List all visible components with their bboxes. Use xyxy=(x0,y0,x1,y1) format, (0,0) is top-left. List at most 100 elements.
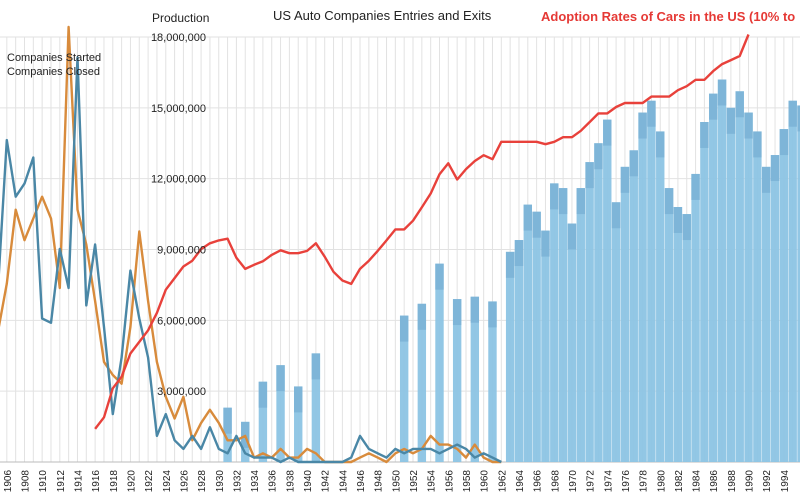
production-bar-cap xyxy=(682,214,691,241)
production-bar xyxy=(585,162,594,462)
production-bar-cap xyxy=(294,386,303,413)
production-bar xyxy=(735,91,744,463)
production-bar xyxy=(435,263,444,462)
production-bar-cap xyxy=(567,223,577,250)
production-bar-cap xyxy=(753,131,762,158)
x-tick-label: 1922 xyxy=(144,470,155,493)
production-bar-cap xyxy=(691,173,700,200)
production-bar xyxy=(779,129,789,463)
x-tick-label: 1926 xyxy=(179,470,190,493)
production-bar xyxy=(567,223,577,462)
production-bar-cap xyxy=(788,100,797,127)
production-bar xyxy=(700,122,709,462)
x-tick-label: 1968 xyxy=(550,470,561,493)
production-bar-cap xyxy=(664,188,674,215)
x-tick-label: 1914 xyxy=(73,470,84,493)
series-lines xyxy=(0,25,750,464)
x-tick-label: 1952 xyxy=(409,470,420,493)
x-axis-ticks: 1906 1908 1910 1912 1914 1916 1918 1920 1922 1924… xyxy=(3,470,791,493)
x-tick-label: 1908 xyxy=(20,470,31,493)
y-tick-label: 3,000,000 xyxy=(157,386,206,398)
production-bar-cap xyxy=(726,107,736,134)
x-tick-label: 1994 xyxy=(780,470,791,493)
production-bar-cap xyxy=(311,353,321,380)
x-tick-label: 1978 xyxy=(639,470,650,493)
x-tick-label: 1950 xyxy=(391,470,402,493)
production-bar-cap xyxy=(709,93,718,120)
production-bar xyxy=(558,188,568,462)
x-tick-label: 1918 xyxy=(109,470,120,493)
production-bar-cap xyxy=(603,119,612,146)
production-bar-cap xyxy=(770,155,780,182)
production-bar xyxy=(541,230,550,462)
production-bar xyxy=(452,299,462,462)
production-bar-cap xyxy=(576,188,585,215)
production-bar-cap xyxy=(523,204,532,231)
x-tick-label: 1976 xyxy=(621,470,632,493)
x-tick-label: 1928 xyxy=(197,470,208,493)
production-bar xyxy=(505,251,515,462)
x-tick-label: 1936 xyxy=(268,470,279,493)
production-bar xyxy=(709,93,718,463)
production-bar-cap xyxy=(620,166,630,193)
y-axis-label: Production xyxy=(152,11,209,25)
production-bar-cap xyxy=(223,407,232,434)
production-bar xyxy=(656,131,665,462)
production-bar xyxy=(753,131,762,462)
production-bar-cap xyxy=(514,240,524,267)
x-tick-label: 1948 xyxy=(374,470,385,493)
x-tick-label: 1964 xyxy=(515,470,526,493)
y-axis-ticks: 3,000,000 6,000,000 9,000,000 12,000,000 15,… xyxy=(151,32,206,398)
production-bar xyxy=(797,105,800,462)
x-tick-label: 1986 xyxy=(709,470,720,493)
production-bar xyxy=(294,386,303,462)
x-tick-label: 1962 xyxy=(497,470,508,493)
production-bar xyxy=(311,353,321,462)
production-bar-cap xyxy=(611,202,621,229)
production-bar-cap xyxy=(452,299,462,326)
production-bar xyxy=(682,214,691,462)
production-bar-cap xyxy=(258,381,268,408)
production-bar xyxy=(576,188,585,462)
production-bar xyxy=(611,202,621,462)
series-adoption-rate xyxy=(94,34,750,430)
x-tick-label: 1960 xyxy=(480,470,491,493)
production-bar xyxy=(744,112,753,463)
y-tick-label: 15,000,000 xyxy=(151,103,206,115)
x-tick-label: 1944 xyxy=(338,470,349,493)
production-bar xyxy=(788,100,797,462)
x-tick-label: 1940 xyxy=(303,470,314,493)
production-bar xyxy=(726,107,736,462)
production-bar xyxy=(276,365,285,462)
production-bar-cap xyxy=(700,122,709,148)
x-tick-label: 1966 xyxy=(533,470,544,493)
chart-title: US Auto Companies Entries and Exits xyxy=(273,8,492,23)
production-bar-cap xyxy=(656,131,665,158)
production-bar-cap xyxy=(647,100,656,127)
legend-closed-label: Companies Closed xyxy=(7,66,100,78)
x-tick-label: 1982 xyxy=(674,470,685,493)
production-bar xyxy=(514,240,524,462)
adoption-title: Adoption Rates of Cars in the US (10% to xyxy=(541,9,795,24)
x-tick-label: 1958 xyxy=(462,470,473,493)
production-bar xyxy=(770,155,780,463)
x-tick-label: 1934 xyxy=(250,470,261,493)
production-bar xyxy=(532,211,541,462)
production-bar-cap xyxy=(717,79,727,106)
x-tick-label: 1954 xyxy=(427,470,438,493)
production-bar-cap xyxy=(435,263,444,290)
production-bar-cap xyxy=(779,129,789,156)
production-bar-cap xyxy=(417,303,427,330)
production-bar xyxy=(417,303,427,462)
production-bar xyxy=(594,143,603,462)
production-bar xyxy=(550,183,559,462)
production-bar-cap xyxy=(505,251,515,278)
production-bar-cap xyxy=(594,143,603,170)
production-bar-cap xyxy=(550,183,559,210)
y-tick-label: 9,000,000 xyxy=(157,245,206,257)
x-tick-label: 1924 xyxy=(162,470,173,493)
production-bar-cap xyxy=(638,112,647,139)
x-tick-label: 1984 xyxy=(692,470,703,493)
x-tick-label: 1910 xyxy=(38,470,49,493)
x-tick-label: 1920 xyxy=(126,470,137,493)
